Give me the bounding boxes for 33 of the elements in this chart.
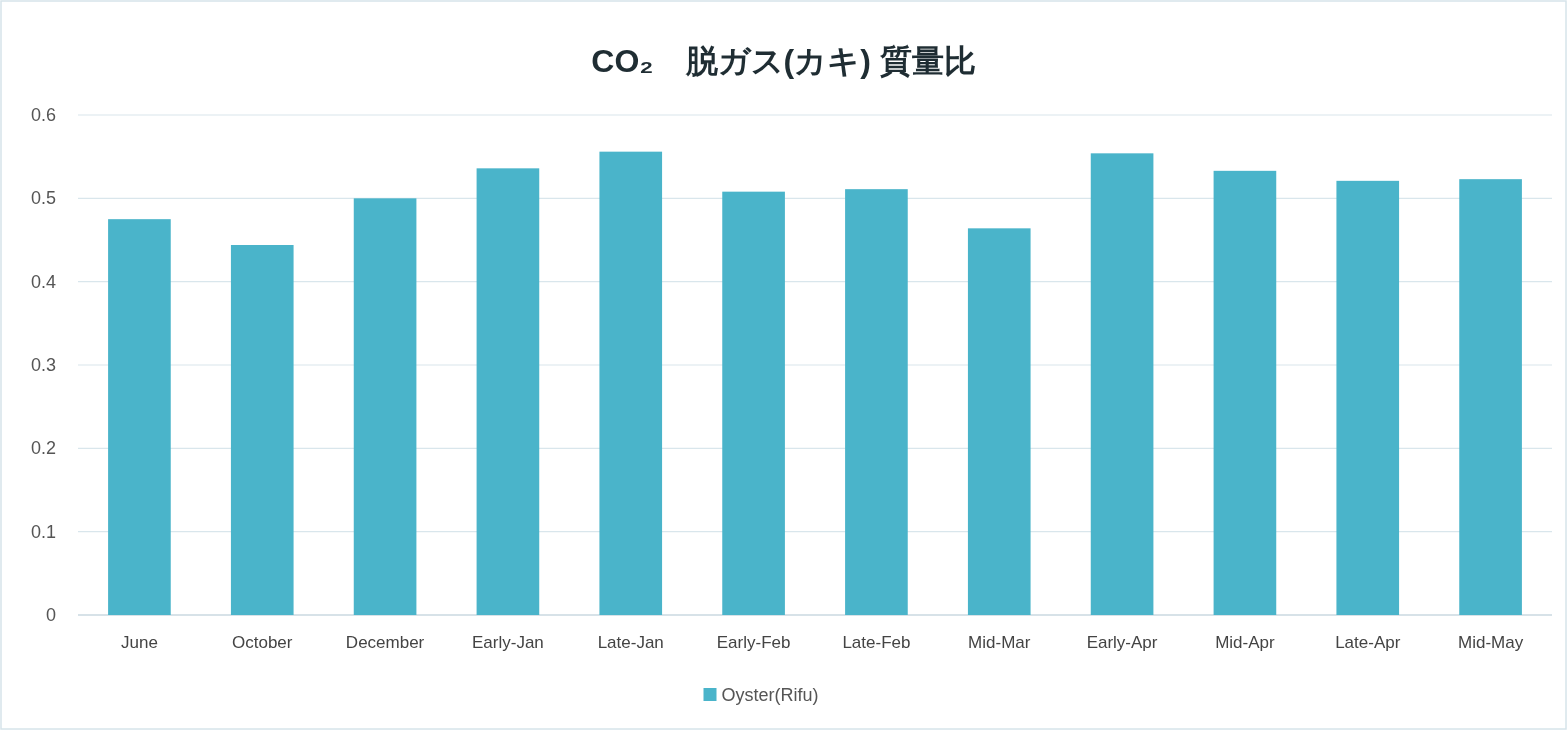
bar: [1090, 153, 1154, 615]
x-tick-label: Late-Feb: [842, 633, 911, 652]
bar: [230, 245, 294, 615]
y-tick-label: 0.4: [30, 271, 56, 292]
bar: [967, 228, 1031, 615]
bar: [108, 219, 171, 615]
bar: [845, 189, 908, 615]
legend-label: Oyster(Rifu): [721, 685, 819, 705]
bar: [722, 191, 785, 615]
y-tick-label: 0: [45, 605, 56, 625]
chart-title: CO₂ 脱ガス(カキ) 質量比: [591, 43, 976, 79]
x-tick-label: Late-Jan: [597, 633, 664, 652]
y-tick-label: 0.3: [30, 355, 56, 375]
bar: [599, 151, 663, 615]
x-tick-label: Early-Jan: [472, 633, 544, 652]
bar: [1336, 180, 1400, 615]
x-tick-label: December: [345, 633, 425, 652]
bar: [353, 198, 417, 615]
y-tick-label: 0.6: [30, 105, 56, 125]
y-tick-label: 0.2: [30, 438, 56, 459]
x-tick-label: Mid-Mar: [968, 633, 1031, 652]
bar: [1213, 170, 1277, 615]
x-tick-label: June: [120, 633, 158, 652]
x-tick-label: Early-Apr: [1086, 633, 1158, 652]
x-tick-label: Late-Apr: [1335, 633, 1401, 652]
bar: [476, 168, 540, 615]
x-tick-label: Mid-May: [1458, 633, 1524, 652]
y-tick-label: 0.1: [30, 521, 56, 542]
x-tick-label: Early-Feb: [716, 633, 791, 652]
bar: [1459, 179, 1522, 615]
x-tick-label: Mid-Apr: [1215, 633, 1276, 652]
x-tick-label: October: [232, 633, 293, 652]
y-tick-label: 0.5: [30, 188, 56, 209]
